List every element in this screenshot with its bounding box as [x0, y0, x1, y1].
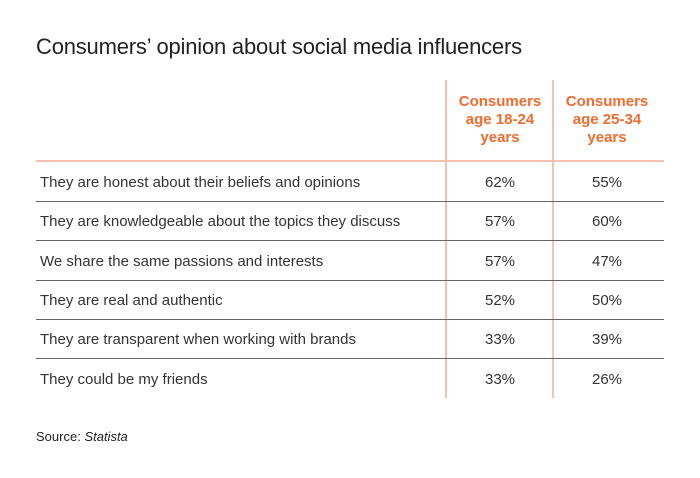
source-note: Source: Statista: [36, 429, 128, 444]
row-value: 57%: [484, 252, 516, 270]
column-divider: [552, 80, 554, 398]
table-row: They could be my friends 33% 26%: [36, 359, 664, 398]
table-row: They are transparent when working with b…: [36, 319, 664, 360]
header-rule: [36, 160, 664, 162]
column-header-18-24: Consumers age 18-24 years: [458, 93, 542, 146]
table-row: We share the same passions and interests…: [36, 241, 664, 281]
row-value: 26%: [591, 370, 623, 388]
row-value: 47%: [591, 252, 623, 270]
column-header-25-34: Consumers age 25-34 years: [565, 93, 649, 146]
chart-title: Consumers’ opinion about social media in…: [36, 34, 522, 59]
row-label: They are honest about their beliefs and …: [40, 174, 361, 191]
row-value: 52%: [484, 291, 516, 309]
row-value: 50%: [591, 291, 623, 309]
table-row: They are real and authentic 52% 50%: [36, 280, 664, 320]
row-label: They are knowledgeable about the topics …: [40, 213, 401, 231]
row-label: We share the same passions and interests: [40, 252, 324, 270]
row-value: 39%: [591, 331, 623, 349]
row-value: 62%: [484, 174, 516, 191]
row-label: They are real and authentic: [40, 291, 223, 309]
column-divider: [445, 80, 447, 398]
source-label: Source:: [36, 429, 81, 444]
row-value: 33%: [484, 331, 516, 349]
row-value: 60%: [591, 213, 623, 231]
source-name: Statista: [84, 429, 128, 444]
table-row: They are knowledgeable about the topics …: [36, 201, 664, 242]
row-value: 57%: [484, 213, 516, 231]
row-label: They are transparent when working with b…: [40, 331, 356, 349]
table-row: They are honest about their beliefs and …: [36, 162, 664, 202]
row-label: They could be my friends: [40, 370, 208, 388]
row-value: 33%: [484, 370, 516, 388]
row-value: 55%: [591, 174, 623, 191]
